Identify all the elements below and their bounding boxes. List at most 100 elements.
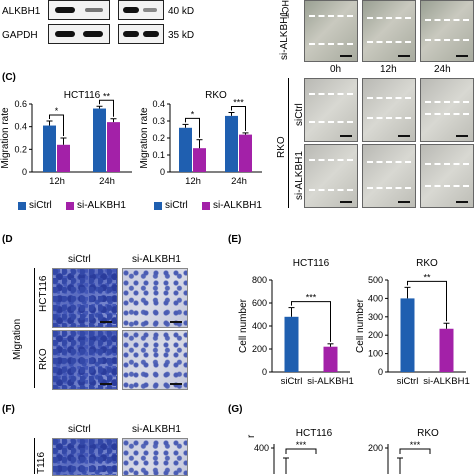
x-tick-label: 24h <box>231 176 247 187</box>
x-tick-label: 12h <box>49 176 65 187</box>
significance-bracket <box>399 448 431 454</box>
legend-label-sictrl: siCtrl <box>29 200 52 211</box>
panel-g-label: (G) <box>228 404 243 415</box>
significance-label: *** <box>296 440 307 450</box>
x-tick-label: siCtrl <box>397 376 419 387</box>
x-tick-label: 12h <box>185 176 201 187</box>
y-tick-label: 0 <box>22 167 27 177</box>
legend-label-si-2: si-ALKBH1 <box>213 200 262 211</box>
x-tick-label: 24h <box>99 176 115 187</box>
chart-e-rko: RKO Cell number 0 100 200 300 400 500 siCtrl si-A… <box>356 258 470 387</box>
significance-label: * <box>55 106 59 116</box>
panel-e-label: (E) <box>228 234 242 245</box>
y-tick-label: 0.1 <box>152 150 165 160</box>
wound-hct-si-12h <box>362 0 416 62</box>
y-tick-label: 0.4 <box>14 122 27 132</box>
x-tick-label: si-ALKBH1 <box>307 376 353 387</box>
panel-d-col-si: si-ALKBH1 <box>132 254 181 265</box>
y-tick-label: 0 <box>262 367 267 377</box>
time-12h: 12h <box>380 64 397 75</box>
chart-title: RKO <box>205 90 227 101</box>
bar <box>400 298 415 372</box>
alkbh1-blot-left <box>48 0 110 20</box>
gapdh-blot-right <box>118 24 164 44</box>
legend-swatch-si-2 <box>202 202 210 210</box>
rko-bracket <box>288 78 289 208</box>
wound-rko-ctrl-12h <box>362 78 416 142</box>
invasion-hct-si <box>122 438 188 476</box>
y-tick-label: 400 <box>368 293 383 303</box>
alkbh1-blot-right <box>118 0 164 20</box>
chart-e-hct116: HCT116 Cell number 0 200 400 600 800 siCtrl si-A… <box>238 258 354 387</box>
significance-label: * <box>191 109 195 119</box>
wound-rko-si-12h <box>362 144 416 208</box>
y-tick-label: 200 <box>252 344 267 354</box>
y-axis-label: Migration rate <box>140 107 150 169</box>
y-tick-label: 200 <box>368 443 383 453</box>
legend-swatch-si <box>66 202 74 210</box>
transwell-rko-si <box>122 330 188 390</box>
bar <box>323 346 338 372</box>
chart-g-rko: RKO 200 *** <box>368 428 439 474</box>
transwell-rko-ctrl <box>52 330 118 390</box>
bar <box>107 122 120 172</box>
y-tick-label: 800 <box>252 275 267 285</box>
y-axis-label: Migration rate <box>0 107 11 169</box>
panel-f-bracket <box>34 438 35 474</box>
y-tick-label: 0.6 <box>14 99 27 109</box>
bar <box>284 316 299 372</box>
wound-rko-ctrl-24h <box>420 78 474 142</box>
bar <box>93 108 106 172</box>
wound-hct-si-0h <box>304 0 358 62</box>
wound-hct-row-label: si-ALKBH1 <box>279 11 290 60</box>
y-tick-label: 0.4 <box>152 99 165 109</box>
panel-f-row: T116 <box>36 451 47 474</box>
significance-label: *** <box>410 440 421 450</box>
chart-title: RKO <box>416 258 438 269</box>
panel-d-row-rko: RKO <box>38 348 49 370</box>
bar <box>193 148 206 172</box>
y-axis-label: Cell number <box>356 298 366 353</box>
significance-bracket <box>285 448 317 454</box>
significance-bracket <box>49 114 64 136</box>
panel-d-side-label: Migration <box>12 318 23 360</box>
bar <box>57 144 70 172</box>
legend-label-sictrl-2: siCtrl <box>165 200 188 211</box>
bar <box>225 115 238 172</box>
transwell-hct-si <box>122 268 188 328</box>
y-tick-label: 200 <box>368 330 383 340</box>
gapdh-blot-left <box>48 24 110 44</box>
panel-f-col-si: si-ALKBH1 <box>132 424 181 435</box>
significance-bracket <box>291 301 331 342</box>
chart-title: HCT116 <box>293 258 330 269</box>
significance-label: *** <box>233 98 244 108</box>
bar <box>179 127 192 172</box>
y-tick-label: 0 <box>378 367 383 377</box>
x-tick-label: siCtrl <box>281 376 303 387</box>
wound-rko-label: RKO <box>276 136 287 158</box>
chart-g-hct116: HCT116 400 *** <box>254 428 333 474</box>
legend-label-si: si-ALKBH1 <box>77 200 126 211</box>
panel-d-row-hct116: HCT116 <box>38 275 49 313</box>
x-tick-label: si-ALKBH1 <box>423 376 469 387</box>
y-tick-label: 400 <box>252 321 267 331</box>
chart-title: HCT116 <box>64 90 101 101</box>
significance-bracket <box>99 99 114 117</box>
y-tick-label: 0 <box>160 167 165 177</box>
invasion-hct-ctrl <box>52 438 118 476</box>
bar <box>43 125 56 172</box>
kd35-label: 35 kD <box>168 30 195 41</box>
kd40-label: 40 kD <box>168 6 195 17</box>
y-tick-label: 0.2 <box>14 144 27 154</box>
y-axis-label: Cell number <box>238 298 249 353</box>
wound-hct-si-24h <box>420 0 474 62</box>
significance-label: *** <box>306 293 317 303</box>
time-24h: 24h <box>434 64 451 75</box>
y-tick-label: 300 <box>368 312 383 322</box>
y-tick-label: 100 <box>368 349 383 359</box>
significance-label: ** <box>103 91 111 101</box>
wound-rko-si-24h <box>420 144 474 208</box>
alkbh1-blot-label: ALKBH1 <box>2 6 41 17</box>
y-tick-label: 0.2 <box>152 133 165 143</box>
y-tick-label: 0.3 <box>152 116 165 126</box>
